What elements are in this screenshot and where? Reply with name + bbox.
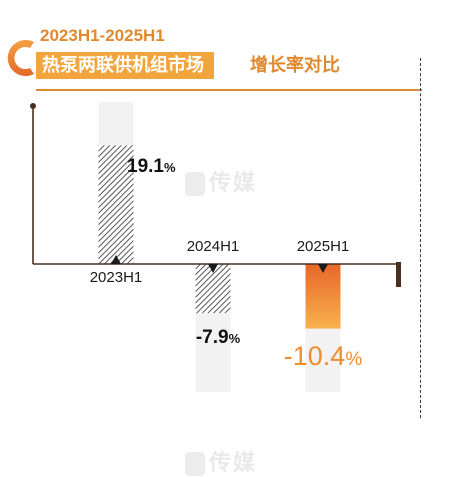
data-label-value: 19.1 bbox=[127, 156, 164, 177]
bar bbox=[98, 145, 134, 264]
tick-marker bbox=[111, 255, 121, 264]
c-shape-icon bbox=[7, 40, 34, 76]
chart-title-suffix: 增长率对比 bbox=[250, 55, 340, 76]
data-label-unit: % bbox=[229, 331, 241, 346]
header-divider bbox=[36, 89, 422, 91]
category-label: 2023H1 bbox=[90, 269, 143, 286]
x-axis-end-cap bbox=[396, 262, 401, 287]
tick-marker bbox=[208, 264, 218, 273]
data-label-value: -10.4 bbox=[284, 341, 346, 371]
watermark-logo-icon bbox=[185, 172, 205, 196]
bar bbox=[305, 264, 341, 329]
data-label-value: -7.9 bbox=[196, 327, 229, 348]
data-label-unit: % bbox=[164, 160, 176, 175]
watermark: 传媒 bbox=[185, 165, 257, 197]
chart-title: 热泵两联供机组市场 bbox=[36, 52, 214, 79]
chart-subtitle: 2023H1-2025H1 bbox=[40, 26, 165, 45]
tick-marker bbox=[318, 264, 328, 273]
chart-header: 2023H1-2025H1 热泵两联供机组市场 增长率对比 bbox=[0, 0, 456, 418]
y-axis-cap bbox=[30, 103, 36, 109]
data-label: 19.1% bbox=[127, 156, 176, 177]
data-label: -7.9% bbox=[196, 327, 241, 348]
category-label: 2024H1 bbox=[187, 238, 240, 255]
data-label: -10.4% bbox=[284, 341, 363, 371]
data-label-unit: % bbox=[345, 349, 362, 370]
watermark-logo-icon bbox=[185, 452, 205, 476]
watermark: 传媒 bbox=[185, 445, 257, 477]
right-dashed-guide bbox=[420, 58, 421, 418]
category-label: 2025H1 bbox=[297, 238, 350, 255]
